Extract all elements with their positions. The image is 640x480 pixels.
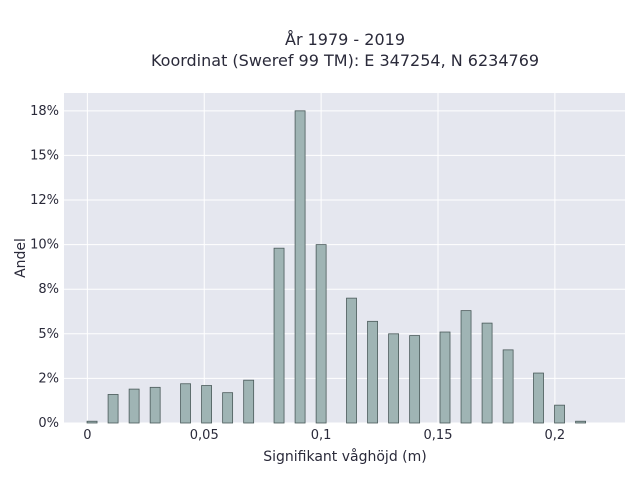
bar-14 — [409, 335, 421, 424]
y-tick-label-7: 18% — [30, 104, 59, 119]
x-tick-label-3: 0,15 — [424, 428, 453, 443]
x-tick-label-1: 0,05 — [190, 428, 219, 443]
chart-title-line1: År 1979 - 2019 — [285, 30, 405, 49]
y-tick-label-4: 10% — [30, 238, 59, 253]
y-axis-label: Andel — [13, 238, 29, 278]
y-tick-label-3: 8% — [38, 282, 59, 297]
bar-18 — [502, 349, 514, 424]
y-tick-label-0: 0% — [38, 416, 59, 431]
plot-area — [64, 93, 625, 423]
bars — [86, 110, 586, 424]
x-axis-ticks: 0 0,05 0,1 0,15 0,2 — [83, 428, 565, 443]
bar-21 — [575, 420, 586, 424]
y-axis-ticks: 0% 2% 5% 8% 10% 12% 15% 18% — [30, 104, 59, 431]
bar-2 — [128, 388, 140, 424]
bar-8 — [273, 247, 285, 424]
bar-4 — [180, 383, 191, 424]
x-tick-label-4: 0,2 — [545, 428, 566, 443]
x-axis-label: Signifikant våghöjd (m) — [263, 448, 426, 465]
y-tick-label-5: 12% — [30, 193, 59, 208]
bar-20 — [554, 404, 565, 424]
bar-11 — [346, 297, 357, 424]
y-tick-label-2: 5% — [38, 327, 59, 342]
bar-1 — [107, 394, 119, 424]
bar-12 — [367, 320, 378, 424]
bar-9 — [294, 110, 306, 424]
bar-13 — [388, 333, 399, 424]
bar-17 — [481, 322, 493, 424]
bar-16 — [460, 310, 472, 424]
bar-3 — [149, 386, 161, 424]
bar-5 — [201, 385, 212, 424]
bar-19 — [533, 372, 544, 424]
chart-title-line2: Koordinat (Sweref 99 TM): E 347254, N 62… — [151, 51, 539, 70]
y-tick-label-1: 2% — [38, 371, 59, 386]
bar-7 — [243, 379, 255, 424]
x-tick-label-0: 0 — [83, 428, 91, 443]
bar-15 — [439, 331, 451, 424]
bar-6 — [222, 392, 234, 424]
bar-10 — [315, 244, 327, 424]
bar-0 — [86, 420, 98, 424]
x-tick-label-2: 0,1 — [311, 428, 332, 443]
y-tick-label-6: 15% — [30, 148, 59, 163]
